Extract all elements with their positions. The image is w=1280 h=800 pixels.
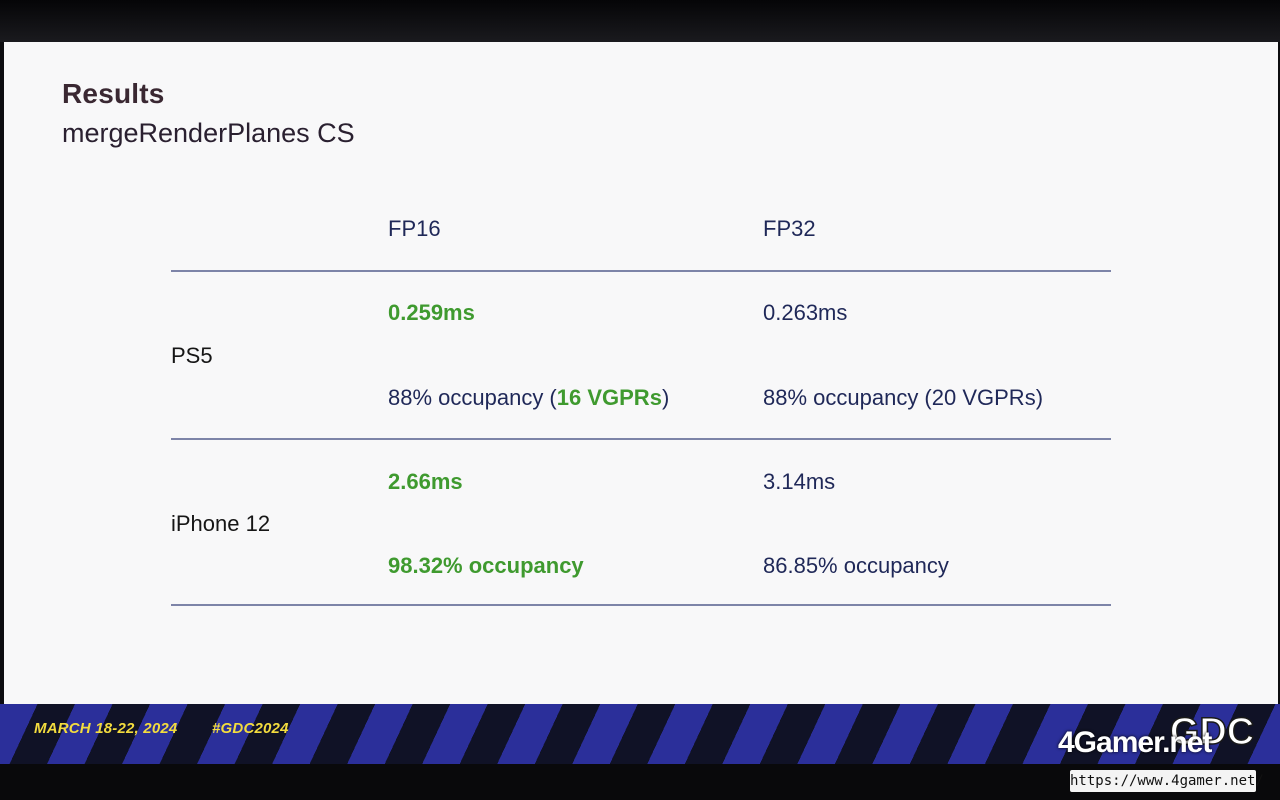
ps5-fp16-vgprs: 16 VGPRs	[556, 385, 662, 410]
footer-dates: MARCH 18-22, 2024	[34, 720, 178, 737]
column-header-fp32: FP32	[763, 216, 816, 241]
iphone12-fp32-occupancy: 86.85% occupancy	[763, 553, 949, 578]
watermark-url: https://www.4gamer.net/	[1070, 770, 1264, 792]
screen-bottom-bezel	[0, 764, 1280, 800]
ps5-fp32-time: 0.263ms	[763, 300, 848, 325]
table-divider	[171, 604, 1111, 606]
slide-footer-band	[0, 704, 1280, 764]
screen-top-bezel	[0, 0, 1280, 42]
row-label-iphone12: iPhone 12	[171, 511, 271, 536]
iphone12-fp32-time: 3.14ms	[763, 469, 836, 494]
ps5-fp16-time: 0.259ms	[388, 300, 475, 325]
gdc-logo: GDC	[1169, 710, 1255, 754]
iphone12-fp16-time: 2.66ms	[388, 469, 463, 494]
gdc-logo-text: GDC	[1170, 711, 1254, 753]
column-header-fp16: FP16	[388, 216, 441, 241]
table-divider	[171, 438, 1111, 440]
presentation-slide	[4, 42, 1278, 704]
slide-subtitle: mergeRenderPlanes CS	[62, 118, 355, 148]
iphone12-fp16-occupancy: 98.32% occupancy	[388, 553, 584, 578]
ps5-fp16-occupancy-prefix: 88% occupancy (	[388, 385, 557, 410]
ps5-fp32-occupancy: 88% occupancy (20 VGPRs)	[763, 385, 1044, 410]
footer-hashtag: #GDC2024	[212, 720, 289, 737]
table-divider	[171, 270, 1111, 272]
ps5-fp16-occupancy-suffix: )	[661, 385, 670, 410]
ps5-fp16-occupancy: 88% occupancy (16 VGPRs)	[388, 385, 669, 411]
slide-title: Results	[62, 78, 165, 109]
row-label-ps5: PS5	[171, 343, 213, 368]
watermark-logo: 4Gamer.net	[1058, 726, 1212, 759]
